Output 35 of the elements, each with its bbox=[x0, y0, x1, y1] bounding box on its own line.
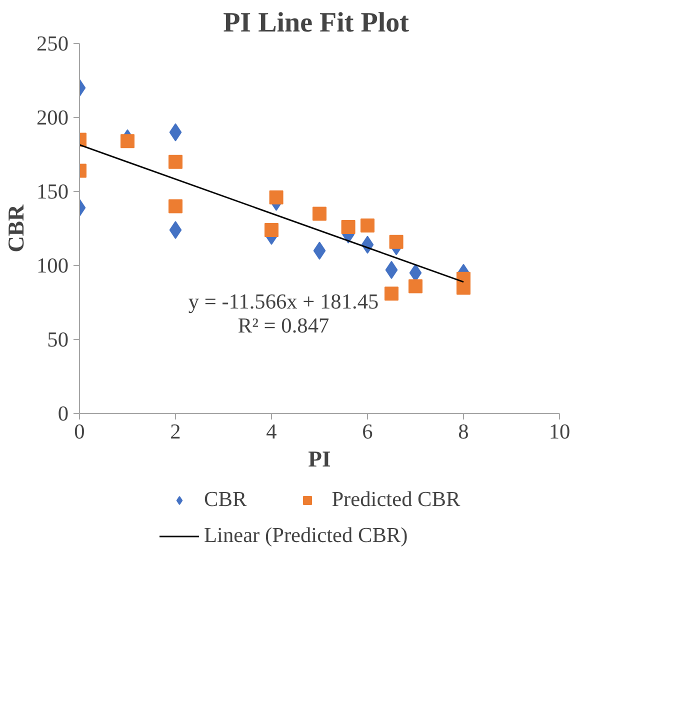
point bbox=[408, 279, 422, 294]
point bbox=[312, 206, 326, 221]
legend-label: Linear (Predicted CBR) bbox=[204, 523, 408, 548]
point bbox=[313, 242, 326, 260]
point bbox=[169, 123, 182, 142]
x-tick-label: 0 bbox=[74, 420, 85, 444]
y-tick-label: 50 bbox=[47, 328, 68, 352]
x-tick-label: 8 bbox=[458, 420, 469, 444]
annotation: R² = 0.847 bbox=[238, 314, 330, 338]
point bbox=[264, 222, 278, 237]
x-tick-label: 10 bbox=[548, 420, 570, 444]
x-tick-label: 4 bbox=[266, 420, 278, 444]
legend-label: CBR bbox=[204, 487, 247, 512]
chart-title: PI Line Fit Plot bbox=[223, 8, 410, 38]
legend-label: Predicted CBR bbox=[332, 487, 460, 512]
point bbox=[168, 199, 182, 214]
point bbox=[360, 218, 374, 233]
point bbox=[385, 260, 398, 279]
annotation: y = -11.566x + 181.45 bbox=[188, 290, 379, 314]
y-tick-label: 150 bbox=[36, 180, 69, 204]
x-tick-label: 2 bbox=[170, 420, 181, 444]
point bbox=[389, 234, 404, 249]
x-tick-label: 6 bbox=[362, 420, 374, 444]
y-axis-title: CBR bbox=[4, 204, 29, 252]
y-tick-label: 250 bbox=[36, 32, 69, 56]
point bbox=[120, 134, 134, 148]
point bbox=[168, 154, 182, 169]
point bbox=[341, 220, 356, 234]
point bbox=[269, 190, 284, 204]
y-tick-label: 200 bbox=[36, 106, 69, 130]
point bbox=[384, 286, 398, 301]
point bbox=[169, 220, 182, 239]
x-axis-title: PI bbox=[308, 446, 332, 472]
y-tick-label: 0 bbox=[58, 402, 69, 426]
y-tick-label: 100 bbox=[36, 254, 69, 278]
